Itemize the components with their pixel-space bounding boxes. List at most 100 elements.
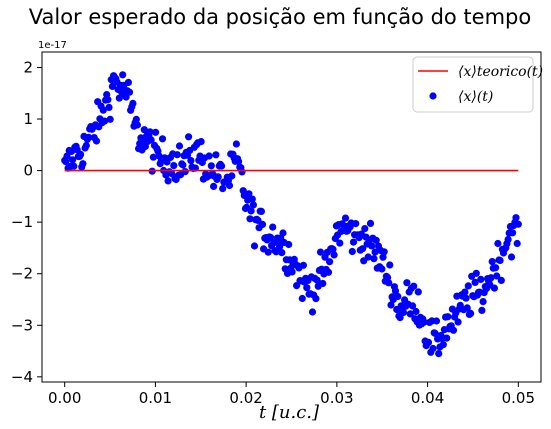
data-point — [149, 153, 157, 161]
data-point — [336, 239, 344, 247]
data-point — [210, 182, 218, 190]
data-point — [399, 308, 408, 316]
data-point — [187, 157, 195, 165]
y-offset-label: 1e-17 — [38, 40, 67, 51]
data-point — [463, 304, 471, 312]
y-tick-label: −3 — [11, 316, 33, 334]
data-point — [147, 136, 155, 144]
y-tick-label: 2 — [23, 58, 33, 76]
data-point — [247, 207, 255, 215]
data-point — [62, 158, 70, 166]
data-point — [219, 185, 227, 193]
data-point — [370, 255, 378, 263]
data-point — [431, 329, 439, 338]
data-point — [514, 220, 522, 228]
x-tick-label: 0.00 — [48, 389, 81, 407]
data-point — [249, 201, 257, 209]
data-point — [82, 141, 90, 150]
data-point — [288, 268, 296, 276]
data-point — [330, 251, 338, 259]
data-point — [312, 295, 320, 303]
data-point — [435, 350, 443, 358]
data-point — [478, 306, 486, 314]
data-point — [366, 219, 375, 227]
x-tick-label: 0.05 — [502, 389, 535, 407]
data-point — [185, 133, 193, 141]
data-point — [420, 318, 428, 326]
data-point — [146, 128, 154, 136]
data-point — [303, 284, 311, 292]
data-point — [298, 294, 306, 303]
data-point — [496, 256, 504, 265]
data-point — [488, 258, 496, 266]
data-point — [361, 225, 369, 233]
scatter-points — [61, 71, 522, 358]
data-point — [341, 214, 350, 222]
data-point — [467, 309, 475, 317]
data-point — [432, 317, 441, 325]
legend: ⟨x⟩teorico(t) ⟨x⟩(t) — [412, 56, 543, 113]
data-point — [170, 162, 178, 170]
data-point — [477, 275, 485, 283]
x-tick-label: 0.01 — [139, 389, 172, 407]
data-point — [164, 177, 172, 185]
data-point — [158, 135, 167, 143]
data-point — [218, 162, 226, 170]
data-point — [69, 156, 77, 164]
data-point — [108, 82, 116, 90]
data-point — [424, 338, 433, 346]
data-point — [276, 243, 284, 251]
data-point — [228, 172, 236, 180]
data-point — [129, 99, 137, 107]
data-point — [214, 173, 222, 181]
data-point — [132, 115, 140, 123]
data-point — [449, 326, 458, 334]
data-point — [140, 126, 148, 134]
data-point — [258, 220, 267, 228]
data-point — [443, 334, 451, 342]
data-point — [245, 190, 253, 198]
data-point — [387, 301, 395, 309]
data-point — [266, 233, 275, 241]
data-point — [471, 278, 479, 286]
data-point — [313, 276, 321, 284]
axis-ticks: 0.00 0.01 0.02 0.03 0.04 0.05 2 1 0 −1 −2 −3 −4 — [11, 58, 535, 407]
data-point — [326, 258, 334, 266]
y-tick-label: −2 — [11, 265, 33, 283]
data-point — [410, 282, 418, 290]
data-point — [319, 279, 327, 288]
data-point — [409, 302, 417, 310]
data-point — [212, 151, 220, 159]
data-point — [181, 168, 189, 176]
data-point — [464, 282, 472, 290]
data-point — [378, 265, 386, 273]
data-point — [238, 168, 246, 176]
data-point — [257, 207, 265, 215]
data-point — [462, 294, 470, 302]
data-point — [77, 150, 85, 158]
legend-marker-swatch — [429, 92, 437, 100]
data-point — [246, 215, 254, 223]
data-point — [394, 292, 402, 301]
data-point — [99, 106, 107, 114]
data-point — [205, 152, 213, 160]
data-point — [152, 128, 160, 136]
data-point — [278, 249, 286, 257]
data-point — [494, 239, 502, 248]
x-tick-label: 0.02 — [229, 389, 262, 407]
data-point — [372, 236, 380, 244]
data-point — [207, 162, 215, 170]
data-point — [92, 137, 101, 145]
data-point — [454, 318, 462, 326]
data-point — [368, 242, 376, 250]
y-tick-label: 1 — [23, 110, 33, 128]
data-point — [359, 245, 367, 253]
data-point — [124, 78, 132, 86]
data-point — [508, 229, 517, 237]
x-tick-label: 0.04 — [411, 389, 444, 407]
data-point — [106, 115, 114, 123]
legend-label-theory: ⟨x⟩teorico(t) — [458, 64, 543, 80]
data-point — [173, 151, 181, 159]
data-point — [386, 261, 394, 269]
